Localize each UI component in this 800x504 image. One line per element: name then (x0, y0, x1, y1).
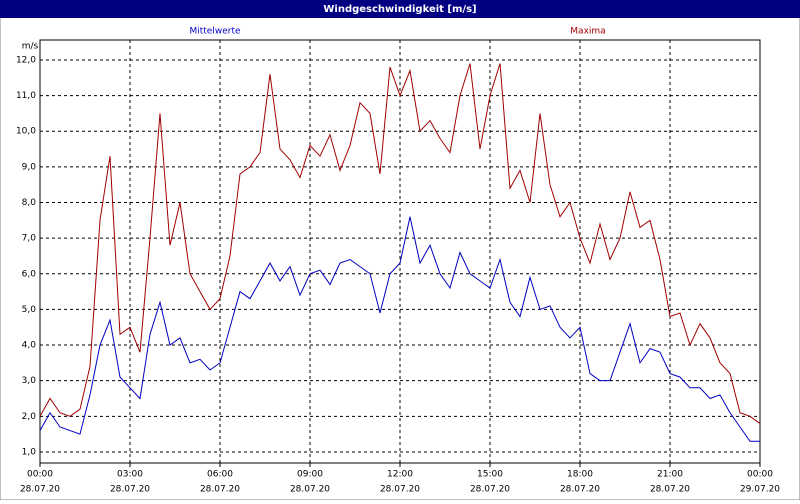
y-axis-label: m/s (22, 42, 39, 52)
chart-title: Windgeschwindigkeit [m/s] (323, 4, 476, 15)
x-tick-label: 18:00 (567, 470, 593, 480)
y-tick-label: 2,0 (22, 412, 37, 422)
y-tick-label: 8,0 (22, 198, 37, 208)
title-bar (0, 0, 800, 18)
series-line (39, 216, 760, 442)
x-tick-date: 28.07.20 (20, 485, 60, 495)
x-tick-label: 00:00 (747, 470, 773, 480)
y-tick-label: 9,0 (22, 162, 37, 172)
x-tick-label: 12:00 (387, 470, 413, 480)
y-tick-label: 7,0 (22, 234, 37, 244)
legend-entry: Mittelwerte (189, 27, 240, 37)
x-tick-label: 06:00 (207, 470, 233, 480)
x-tick-date: 28.07.20 (110, 485, 150, 495)
y-tick-label: 4,0 (22, 341, 37, 351)
x-tick-label: 21:00 (657, 470, 683, 480)
legend-entry: Maxima (570, 27, 605, 37)
x-tick-date: 28.07.20 (290, 485, 330, 495)
series-line (39, 63, 761, 424)
x-tick-label: 00:00 (27, 470, 53, 480)
x-tick-label: 15:00 (477, 470, 503, 480)
x-tick-date: 29.07.20 (740, 485, 780, 495)
x-tick-date: 28.07.20 (380, 485, 420, 495)
y-tick-label: 3,0 (22, 376, 37, 386)
y-tick-label: 5,0 (22, 305, 37, 315)
y-tick-label: 6,0 (22, 269, 37, 279)
x-tick-label: 03:00 (117, 470, 143, 480)
x-tick-date: 28.07.20 (650, 485, 690, 495)
y-tick-label: 10,0 (16, 127, 36, 137)
x-tick-date: 28.07.20 (200, 485, 240, 495)
x-tick-date: 28.07.20 (560, 485, 600, 495)
x-tick-date: 28.07.20 (470, 485, 510, 495)
y-tick-label: 1,0 (22, 447, 37, 457)
y-tick-label: 12,0 (16, 55, 36, 65)
plot-frame (39, 39, 761, 464)
y-tick-label: 11,0 (16, 91, 36, 101)
x-tick-label: 09:00 (297, 470, 323, 480)
